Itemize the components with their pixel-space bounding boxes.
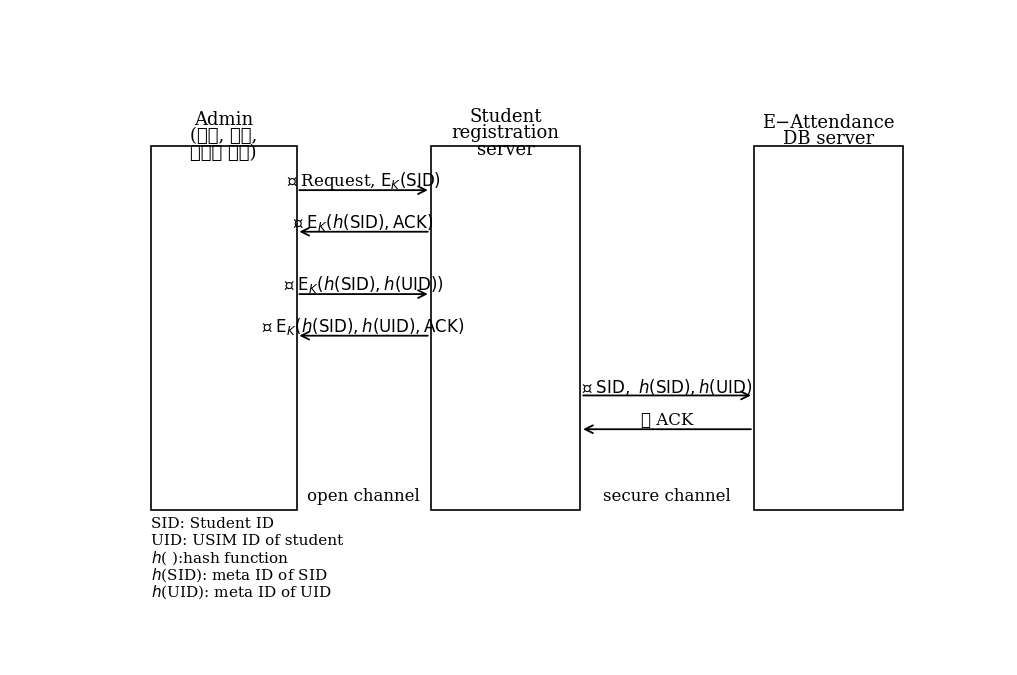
Text: 삭제를 수행): 삭제를 수행) [190,144,256,162]
Text: secure channel: secure channel [603,488,731,506]
Text: ⑤ $\mathrm{SID,\ }\mathit{h}\mathrm{(SID),}\mathit{h}\mathrm{(UID)}$: ⑤ $\mathrm{SID,\ }\mathit{h}\mathrm{(SID… [582,377,753,397]
Text: Student: Student [469,109,542,126]
Text: (등록, 수정,: (등록, 수정, [189,127,257,144]
Text: server: server [477,140,534,159]
Text: ④ $\mathrm{E}_{K}(\mathit{h}\mathrm{(SID),}\mathit{h}\mathrm{(UID),ACK)}$: ④ $\mathrm{E}_{K}(\mathit{h}\mathrm{(SID… [262,317,465,338]
Text: Admin: Admin [193,111,253,129]
Bar [754,146,903,510]
Text: registration: registration [452,124,559,142]
Text: UID: USIM ID of student: UID: USIM ID of student [151,534,343,548]
Text: SID: Student ID: SID: Student ID [151,517,274,531]
Text: E−Attendance: E−Attendance [763,113,895,132]
Bar [430,146,581,510]
Text: DB server: DB server [783,130,875,148]
Text: $\mathit{h}$(UID): meta ID of UID: $\mathit{h}$(UID): meta ID of UID [151,584,332,601]
Bar [151,146,297,510]
Text: ⑥ ACK: ⑥ ACK [641,412,694,429]
Text: ① Request, $\mathrm{E}_{K}\mathrm{(SID)}$: ① Request, $\mathrm{E}_{K}\mathrm{(SID)}… [287,170,440,192]
Text: $\mathit{h}$( ):hash function: $\mathit{h}$( ):hash function [151,549,289,567]
Text: ② $\mathrm{E}_{K}(\mathit{h}\mathrm{(SID),ACK)}$: ② $\mathrm{E}_{K}(\mathit{h}\mathrm{(SID… [293,213,434,234]
Text: $\mathit{h}$(SID): meta ID of SID: $\mathit{h}$(SID): meta ID of SID [151,566,327,584]
Text: ③ $\mathrm{E}_{K}(\mathit{h}\mathrm{(SID),}\mathit{h}\mathrm{(UID))}$: ③ $\mathrm{E}_{K}(\mathit{h}\mathrm{(SID… [284,274,443,295]
Text: open channel: open channel [307,488,420,506]
